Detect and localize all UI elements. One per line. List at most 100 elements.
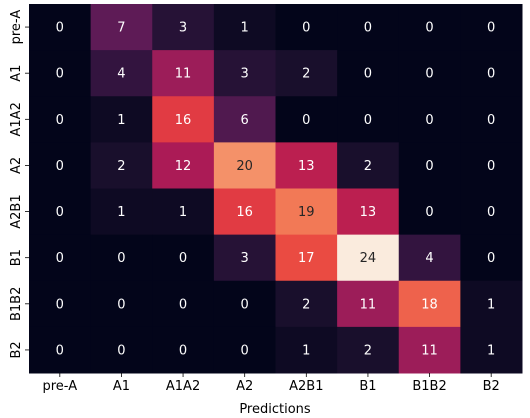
heatmap-cell xyxy=(398,50,461,97)
heatmap-cell xyxy=(460,4,523,51)
heatmap-cell xyxy=(90,50,153,97)
cell-value-label: 0 xyxy=(487,67,495,82)
heatmap-cell xyxy=(152,188,215,236)
y-tick-label: A1 xyxy=(9,65,24,82)
cell-value-label: 16 xyxy=(236,205,253,220)
cell-value-label: 0 xyxy=(487,205,495,220)
heatmap-cell xyxy=(337,188,400,236)
cell-value-label: 0 xyxy=(179,343,187,358)
heatmap-cell xyxy=(152,326,215,374)
cell-value-label: 1 xyxy=(241,21,249,36)
heatmap-cell xyxy=(398,188,461,236)
heatmap-cells xyxy=(29,4,523,374)
heatmap-cell xyxy=(152,142,215,189)
heatmap-cell xyxy=(398,4,461,51)
cell-value-label: 1 xyxy=(179,205,187,220)
cell-value-label: 0 xyxy=(364,21,372,36)
cell-value-label: 0 xyxy=(425,67,433,82)
cell-value-label: 0 xyxy=(56,343,64,358)
x-tick-label: A1 xyxy=(113,379,130,394)
y-tick-label: A1A2 xyxy=(9,102,24,136)
heatmap-cell xyxy=(29,326,92,374)
y-axis-ticks: pre-A A1 A1A2 A2 A2B1 B1 B1B2 B2 xyxy=(9,10,29,359)
heatmap-cell xyxy=(29,50,92,97)
cell-value-label: 1 xyxy=(117,205,125,220)
cell-value-label: 0 xyxy=(487,251,495,266)
x-axis-label: Predictions xyxy=(239,402,311,417)
heatmap-cell xyxy=(152,280,215,328)
heatmap-cell xyxy=(29,280,92,328)
cell-value-label: 0 xyxy=(179,251,187,266)
heatmap-cell xyxy=(90,188,153,236)
cell-value-label: 0 xyxy=(302,21,310,36)
heatmap-cell xyxy=(29,4,92,51)
cell-value-label: 0 xyxy=(425,205,433,220)
cell-value-label: 3 xyxy=(179,21,187,36)
x-tick-label: B1B2 xyxy=(412,379,446,394)
heatmap-cell xyxy=(275,50,338,97)
cell-value-label: 0 xyxy=(487,113,495,128)
y-tick-label: A2B1 xyxy=(9,194,24,228)
cell-value-label: 19 xyxy=(298,205,315,220)
cell-value-label: 0 xyxy=(56,21,64,36)
heatmap-cell xyxy=(337,96,400,143)
heatmap-cell xyxy=(460,280,523,328)
cell-value-label: 16 xyxy=(175,113,192,128)
cell-value-label: 0 xyxy=(241,343,249,358)
heatmap-cell xyxy=(337,142,400,189)
cell-value-label: 0 xyxy=(241,297,249,312)
cell-value-label: 0 xyxy=(425,21,433,36)
heatmap-cell xyxy=(29,234,92,282)
heatmap-cell xyxy=(90,326,153,374)
heatmap-cell xyxy=(213,142,276,189)
cell-annotations: 0 7 3 1 0 0 0 00 4 11 3 2 0 0 00 1 16 6 0 0 0 00 2 12 20 13 2 0 00 1 1… xyxy=(56,21,496,359)
x-axis-ticks: pre-A A1 A1A2 A2 A2B1 B1 B1B2 B2 xyxy=(43,373,500,394)
cell-value-label: 0 xyxy=(117,297,125,312)
heatmap-cell xyxy=(29,96,92,143)
heatmap-cell xyxy=(337,50,400,97)
heatmap-cell xyxy=(398,326,461,374)
heatmap-cell xyxy=(213,188,276,236)
cell-value-label: 0 xyxy=(425,113,433,128)
cell-value-label: 0 xyxy=(364,67,372,82)
cell-value-label: 4 xyxy=(117,67,125,82)
cell-value-label: 4 xyxy=(425,251,433,266)
cell-value-label: 2 xyxy=(364,159,372,174)
heatmap-cell xyxy=(275,280,338,328)
heatmap-cell xyxy=(152,234,215,282)
cell-value-label: 20 xyxy=(236,159,253,174)
heatmap-cell xyxy=(90,280,153,328)
heatmap-cell xyxy=(29,142,92,189)
cell-value-label: 13 xyxy=(360,205,377,220)
cell-value-label: 0 xyxy=(56,251,64,266)
heatmap-cell xyxy=(275,326,338,374)
heatmap-cell xyxy=(213,4,276,51)
heatmap-cell xyxy=(152,4,215,51)
heatmap-cell xyxy=(460,142,523,189)
heatmap-cell xyxy=(337,4,400,51)
cell-value-label: 18 xyxy=(421,297,438,312)
heatmap-cell xyxy=(275,142,338,189)
heatmap-cell xyxy=(460,188,523,236)
cell-value-label: 0 xyxy=(179,297,187,312)
cell-value-label: 11 xyxy=(421,343,438,358)
x-tick-label: A1A2 xyxy=(166,379,200,394)
cell-value-label: 2 xyxy=(117,159,125,174)
y-tick-label: B1 xyxy=(9,249,24,266)
heatmap-cell xyxy=(152,50,215,97)
heatmap-cell xyxy=(90,234,153,282)
cell-value-label: 0 xyxy=(302,113,310,128)
y-tick-label: pre-A xyxy=(9,10,24,45)
heatmap-cell xyxy=(460,50,523,97)
heatmap-cell xyxy=(213,96,276,143)
heatmap-cell xyxy=(213,234,276,282)
cell-value-label: 0 xyxy=(487,21,495,36)
heatmap-cell xyxy=(398,96,461,143)
x-tick-label: A2 xyxy=(236,379,253,394)
cell-value-label: 3 xyxy=(241,251,249,266)
cell-value-label: 0 xyxy=(117,343,125,358)
cell-value-label: 17 xyxy=(298,251,315,266)
heatmap-cell xyxy=(213,50,276,97)
heatmap-cell xyxy=(275,188,338,236)
